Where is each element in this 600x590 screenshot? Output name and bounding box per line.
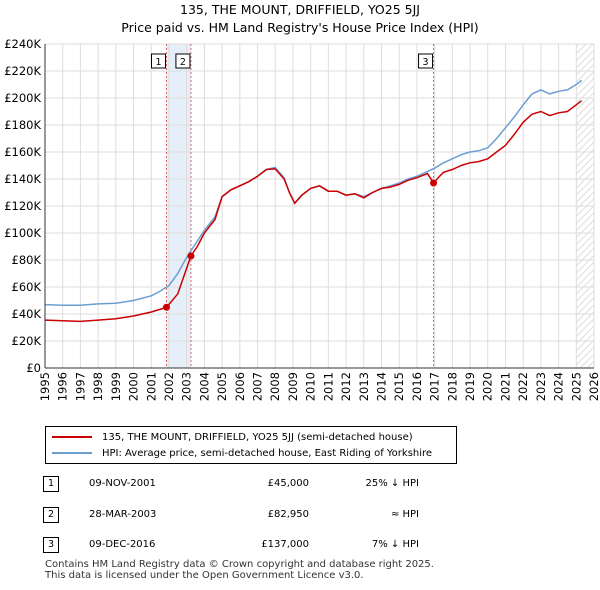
sale-number: 3	[43, 537, 59, 553]
x-tick-label: 2004	[197, 372, 211, 401]
sale-point	[430, 179, 438, 187]
legend-swatch-hpi	[52, 452, 92, 454]
y-tick-label: £140K	[4, 172, 41, 186]
legend-label-property: 135, THE MOUNT, DRIFFIELD, YO25 5JJ (sem…	[102, 431, 413, 443]
x-tick-label: 2007	[251, 372, 265, 401]
x-tick-label: 2022	[516, 372, 530, 401]
x-tick-label: 2018	[445, 372, 459, 401]
x-tick-label: 2012	[339, 372, 353, 401]
legend-swatch-property	[52, 436, 92, 438]
x-tick-label: 2013	[357, 372, 371, 401]
sale-hpi-relation: ≈ HPI	[390, 509, 419, 520]
series-line	[44, 100, 583, 323]
sale-price: £137,000	[261, 539, 309, 550]
x-tick-label: 2003	[180, 372, 194, 401]
legend-label-hpi: HPI: Average price, semi-detached house,…	[102, 447, 433, 459]
x-tick-label: 1997	[73, 372, 87, 401]
x-tick-label: 2008	[268, 372, 282, 401]
footer-licence: This data is licensed under the Open Gov…	[45, 570, 364, 581]
x-tick-label: 2024	[552, 372, 566, 401]
x-tick-label: 1995	[38, 372, 52, 401]
y-tick-label: £180K	[4, 118, 41, 132]
y-tick-label: £200K	[4, 91, 41, 105]
footer: Contains HM Land Registry data © Crown c…	[45, 559, 434, 581]
sale-label-box	[418, 53, 434, 69]
sale-label: 2	[180, 57, 186, 68]
y-tick-label: £160K	[4, 145, 41, 159]
x-tick-label: 2021	[498, 372, 512, 401]
sale-price: £45,000	[267, 478, 309, 489]
x-tick-label: 2002	[162, 372, 176, 401]
sale-date: 28-MAR-2003	[89, 509, 157, 520]
sale-row-3: 3 09-DEC-2016 £137,000 7% ↓ HPI	[43, 537, 423, 555]
y-tick-label: £80K	[12, 253, 42, 267]
x-tick-label: 1996	[56, 372, 70, 401]
x-tick-label: 2023	[534, 372, 548, 401]
y-tick-label: £240K	[4, 37, 41, 51]
x-tick-label: 2017	[428, 372, 442, 401]
x-tick-label: 1999	[109, 372, 123, 401]
y-tick-label: £100K	[4, 226, 41, 240]
sale-label-box	[175, 53, 191, 69]
sale-row-1: 1 09-NOV-2001 £45,000 25% ↓ HPI	[43, 476, 423, 494]
chart-area: 1 2 3 £0 £20K £40K £60K £80K £100K £120K £140K £160…	[4, 37, 600, 401]
sale-point	[187, 252, 195, 260]
x-tick-label: 2025	[569, 372, 583, 401]
x-tick-label: 2011	[321, 372, 335, 401]
x-tick-label: 2015	[392, 372, 406, 401]
x-tick-label: 2009	[286, 372, 300, 401]
sale-date: 09-NOV-2001	[89, 478, 156, 489]
y-tick-label: £60K	[12, 280, 42, 294]
y-tick-label: £220K	[4, 64, 41, 78]
x-tick-label: 2000	[127, 372, 141, 401]
sale-label: 1	[155, 57, 161, 68]
x-tick-label: 2019	[463, 372, 477, 401]
x-tick-label: 2014	[374, 372, 388, 401]
sale-hpi-relation: 7% ↓ HPI	[371, 539, 419, 550]
x-tick-label: 2010	[304, 372, 318, 401]
x-tick-label: 1998	[91, 372, 105, 401]
sale-price: £82,950	[267, 509, 309, 520]
x-tick-label: 2006	[233, 372, 247, 401]
sale-number: 1	[43, 476, 59, 492]
footer-copyright: Contains HM Land Registry data © Crown c…	[45, 559, 434, 570]
legend-item-hpi: HPI: Average price, semi-detached house,…	[52, 445, 432, 461]
sale-hpi-relation: 25% ↓ HPI	[365, 478, 419, 489]
y-tick-label: £40K	[12, 307, 42, 321]
y-tick-label: £120K	[4, 199, 41, 213]
x-tick-label: 2005	[215, 372, 229, 401]
y-tick-label: £20K	[12, 334, 42, 348]
sale-label-box	[150, 53, 166, 69]
sale-row-2: 2 28-MAR-2003 £82,950 ≈ HPI	[43, 507, 423, 525]
legend: 135, THE MOUNT, DRIFFIELD, YO25 5JJ (sem…	[45, 426, 457, 464]
x-tick-label: 2001	[144, 372, 158, 401]
x-tick-label: 2016	[410, 372, 424, 401]
sale-point	[162, 303, 170, 311]
chart-title: 135, THE MOUNT, DRIFFIELD, YO25 5JJ	[180, 2, 420, 17]
x-tick-label: 2020	[481, 372, 495, 401]
y-tick-label: £0	[26, 361, 41, 375]
legend-item-property: 135, THE MOUNT, DRIFFIELD, YO25 5JJ (sem…	[52, 429, 413, 445]
sale-date: 09-DEC-2016	[89, 539, 156, 550]
x-tick-label: 2026	[587, 372, 600, 401]
sale-label: 3	[423, 57, 429, 68]
sale-number: 2	[43, 507, 59, 523]
chart-subtitle: Price paid vs. HM Land Registry's House …	[121, 20, 479, 35]
